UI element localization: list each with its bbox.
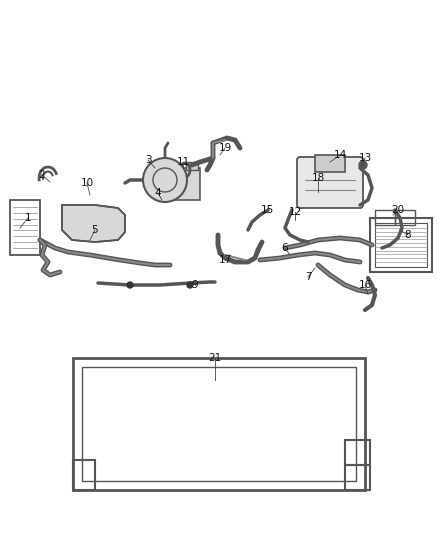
Text: 19: 19 [219, 143, 232, 153]
Circle shape [359, 161, 367, 169]
Bar [370, 218, 432, 272]
Bar [345, 465, 370, 490]
Text: 1: 1 [25, 213, 31, 223]
Text: 4: 4 [155, 188, 161, 198]
Bar [395, 210, 415, 225]
Text: 9: 9 [192, 280, 198, 290]
Text: 15: 15 [260, 205, 274, 215]
Text: 3: 3 [145, 155, 151, 165]
Text: 14: 14 [333, 150, 346, 160]
Circle shape [187, 282, 193, 288]
Text: 18: 18 [311, 173, 325, 183]
Bar [315, 155, 345, 172]
Text: 12: 12 [288, 207, 302, 217]
Polygon shape [62, 205, 125, 242]
Text: 8: 8 [405, 230, 411, 240]
Text: 5: 5 [92, 225, 98, 235]
Text: 20: 20 [392, 205, 405, 215]
Circle shape [127, 282, 133, 288]
Text: 17: 17 [219, 255, 232, 265]
Bar [375, 223, 427, 267]
Bar [10, 200, 40, 255]
Bar [186, 162, 198, 170]
Circle shape [143, 158, 187, 202]
Text: 13: 13 [358, 153, 371, 163]
Bar [345, 440, 370, 465]
Text: 6: 6 [282, 243, 288, 253]
Text: 10: 10 [81, 178, 94, 188]
Text: 16: 16 [358, 280, 371, 290]
Bar [82, 367, 356, 481]
Text: 11: 11 [177, 157, 190, 167]
Bar [170, 168, 200, 200]
Bar [375, 210, 395, 225]
FancyBboxPatch shape [297, 157, 363, 208]
Text: 21: 21 [208, 353, 222, 363]
Bar [73, 358, 365, 490]
Text: 2: 2 [39, 170, 45, 180]
Text: 7: 7 [305, 272, 311, 282]
Bar [73, 460, 95, 490]
